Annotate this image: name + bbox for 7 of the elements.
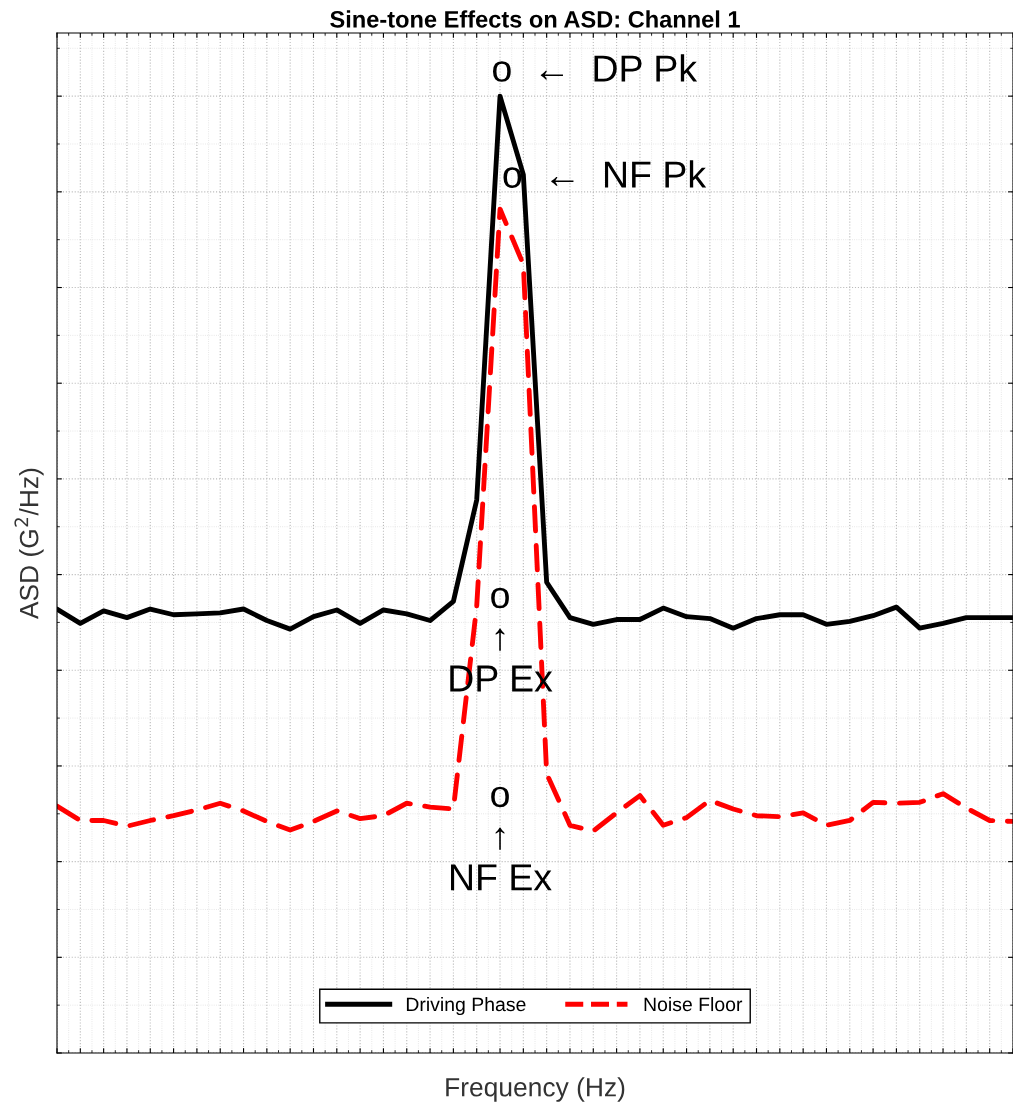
y-axis-title: ASD (G$^{2}$/Hz) xyxy=(14,468,44,620)
legend-label: Driving Phase xyxy=(406,996,526,1016)
x-axis-title: Frequency (Hz) xyxy=(446,1077,625,1102)
chart-title: Sine-tone Effects on ASD: Channel 1 xyxy=(330,10,740,28)
annotation: o ↑ NF Ex xyxy=(451,786,552,891)
text: o ← DP Pk xyxy=(493,54,698,82)
legend-label: Noise Floor xyxy=(644,996,743,1012)
